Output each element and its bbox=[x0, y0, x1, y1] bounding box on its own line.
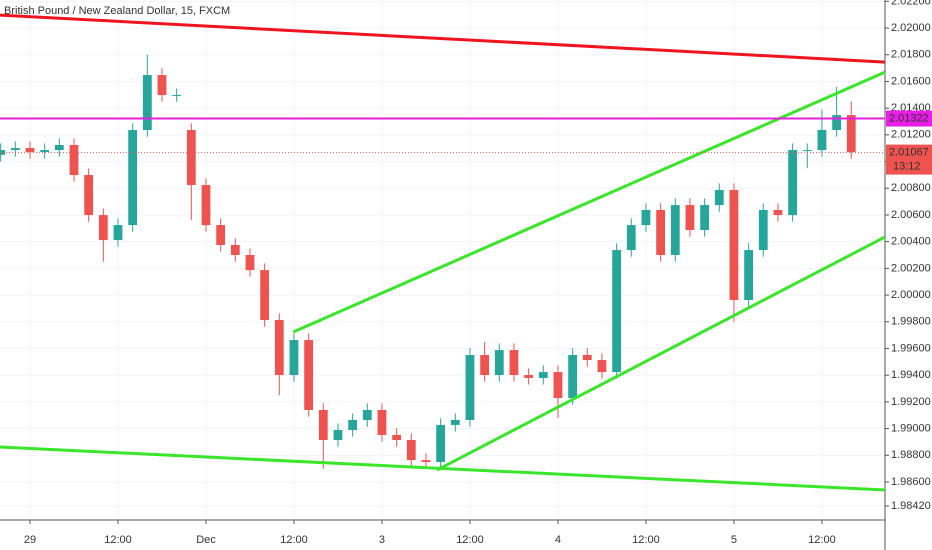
y-tick-label: 2.00800 bbox=[891, 182, 931, 194]
candle-body bbox=[553, 372, 563, 398]
y-tick-label: 1.99000 bbox=[891, 422, 931, 434]
price-label-box bbox=[886, 110, 932, 127]
x-tick-label: 12:00 bbox=[456, 534, 484, 546]
candle-body bbox=[40, 150, 50, 153]
candle-body bbox=[0, 150, 6, 155]
candle-body bbox=[318, 409, 328, 441]
candle-body bbox=[656, 210, 666, 255]
candle-body bbox=[744, 250, 754, 300]
candle-body bbox=[333, 430, 343, 441]
y-tick-label: 2.01200 bbox=[891, 129, 931, 141]
candle-body bbox=[597, 360, 607, 373]
y-tick-label: 1.98600 bbox=[891, 476, 931, 488]
y-tick-label: 2.00000 bbox=[891, 289, 931, 301]
y-tick-label: 1.99600 bbox=[891, 342, 931, 354]
candle-body bbox=[538, 372, 548, 378]
y-tick-label: 1.99400 bbox=[891, 369, 931, 381]
candle-body bbox=[172, 95, 182, 97]
y-tick-label: 1.99200 bbox=[891, 396, 931, 408]
y-tick-label: 2.00400 bbox=[891, 236, 931, 248]
x-tick-label: Dec bbox=[196, 534, 216, 546]
candle-body bbox=[245, 254, 255, 271]
x-tick-label: 4 bbox=[555, 534, 561, 546]
y-tick-label: 1.98420 bbox=[891, 500, 931, 512]
x-tick-label: 12:00 bbox=[808, 534, 836, 546]
y-tick-label: 2.02200 bbox=[891, 0, 931, 7]
candle-body bbox=[612, 250, 622, 373]
candle-body bbox=[450, 420, 460, 425]
candle-body bbox=[274, 320, 284, 376]
x-tick-label: 3 bbox=[379, 534, 385, 546]
candle-body bbox=[524, 375, 534, 378]
candle-body bbox=[230, 244, 240, 255]
candle-body bbox=[84, 175, 94, 216]
x-tick-label: 12:00 bbox=[104, 534, 132, 546]
candle-body bbox=[113, 225, 123, 241]
candle-body bbox=[670, 205, 680, 255]
candle-body bbox=[714, 189, 724, 206]
x-tick-label: 12:00 bbox=[280, 534, 308, 546]
candle-body bbox=[304, 340, 314, 410]
candle-body bbox=[626, 225, 636, 251]
candle-body bbox=[216, 225, 226, 245]
candle-body bbox=[186, 130, 196, 186]
candle-body bbox=[788, 150, 798, 216]
candle-body bbox=[392, 434, 402, 441]
candle-body bbox=[509, 350, 519, 376]
trendline bbox=[0, 13, 886, 64]
price-label-box bbox=[886, 144, 932, 175]
candle-body bbox=[568, 354, 578, 398]
candle-body bbox=[846, 115, 856, 153]
y-tick-label: 2.00600 bbox=[891, 209, 931, 221]
candle-body bbox=[641, 210, 651, 226]
candle-body bbox=[494, 350, 504, 376]
candle-body bbox=[465, 354, 475, 421]
trendline bbox=[436, 235, 886, 472]
candle-body bbox=[817, 130, 827, 151]
candle-body bbox=[832, 115, 842, 131]
x-tick-label: 12:00 bbox=[632, 534, 660, 546]
candle-body bbox=[98, 215, 108, 241]
candle-body bbox=[480, 354, 490, 376]
candle-body bbox=[201, 185, 211, 226]
countdown: 13:12 bbox=[893, 161, 921, 173]
chart-title: British Pound / New Zealand Dollar, 15, … bbox=[4, 5, 230, 17]
trendline bbox=[0, 445, 886, 492]
price-label: 2.01067 bbox=[889, 147, 929, 159]
candle-body bbox=[157, 75, 167, 96]
candle-body bbox=[436, 424, 446, 463]
candle-body bbox=[773, 210, 783, 216]
y-tick-label: 1.99800 bbox=[891, 316, 931, 328]
y-tick-label: 2.01600 bbox=[891, 75, 931, 87]
candle-body bbox=[128, 130, 138, 226]
y-tick-label: 2.00200 bbox=[891, 262, 931, 274]
candle-body bbox=[142, 75, 152, 131]
candle-body bbox=[25, 148, 35, 153]
candle-body bbox=[10, 148, 20, 151]
candle-body bbox=[406, 440, 416, 461]
candle-body bbox=[685, 205, 695, 231]
candle-body bbox=[758, 210, 768, 251]
x-tick-label: 5 bbox=[731, 534, 737, 546]
candle-body bbox=[421, 460, 431, 463]
candle-body bbox=[362, 409, 372, 421]
x-tick-label: 29 bbox=[24, 534, 36, 546]
y-tick-label: 1.98800 bbox=[891, 449, 931, 461]
y-tick-label: 2.02000 bbox=[891, 22, 931, 34]
y-tick-label: 2.01800 bbox=[891, 49, 931, 61]
price-label: 2.01322 bbox=[889, 112, 929, 124]
trendline bbox=[292, 70, 886, 334]
candle-body bbox=[582, 354, 592, 361]
candle-body bbox=[802, 150, 812, 152]
candle-body bbox=[700, 205, 710, 231]
candle-body bbox=[289, 340, 299, 376]
candle-body bbox=[377, 409, 387, 435]
candle-body bbox=[54, 144, 64, 151]
candle-body bbox=[260, 270, 270, 321]
candle-body bbox=[729, 189, 739, 300]
candle-body bbox=[348, 420, 358, 431]
candle-body bbox=[69, 144, 79, 176]
